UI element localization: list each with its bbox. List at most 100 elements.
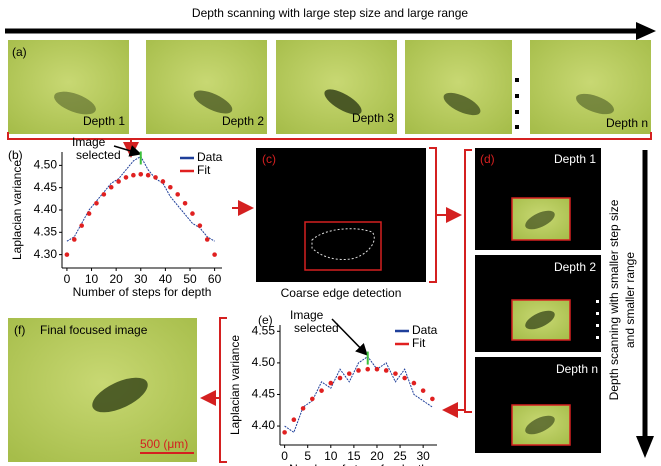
y-axis-label: Laplacian variance — [10, 160, 24, 260]
x-tick-label: 0 — [64, 272, 71, 286]
frame-label: Depth 3 — [352, 111, 394, 125]
fit-point — [102, 192, 107, 197]
x-tick-label: 60 — [208, 272, 222, 286]
fit-point — [301, 406, 306, 411]
fit-point — [319, 388, 324, 393]
fit-point — [375, 367, 380, 372]
bracket — [429, 148, 436, 282]
caption: Coarse edge detection — [281, 286, 402, 300]
y-tick-label: 4.40 — [34, 202, 58, 216]
legend-label: Data — [197, 150, 223, 164]
y-tick-label: 4.45 — [252, 387, 276, 401]
frame-label: Depth n — [556, 362, 598, 376]
data-line — [285, 357, 433, 433]
y-tick-label: 4.30 — [34, 247, 58, 261]
x-tick-label: 10 — [324, 449, 338, 463]
fit-point — [190, 211, 195, 216]
x-tick-label: 20 — [370, 449, 384, 463]
fit-point — [356, 368, 361, 373]
fit-point — [146, 173, 151, 178]
fit-point — [175, 192, 180, 197]
panel-label: (d) — [480, 152, 495, 166]
y-axis-label: Laplacian variance — [228, 335, 242, 435]
annotation: Image — [72, 135, 106, 149]
fit-point — [421, 388, 426, 393]
bracket — [465, 150, 472, 412]
side-text: and smaller range — [623, 252, 637, 348]
scale-label: 500 (μm) — [140, 437, 188, 451]
fit-point — [198, 223, 203, 228]
fit-point — [328, 381, 333, 386]
fit-point — [109, 185, 114, 190]
x-axis-label: Number of steps for depth — [289, 462, 428, 466]
fit-point — [365, 367, 370, 372]
frame-label: Depth 2 — [222, 114, 264, 128]
side-arrow-head — [636, 436, 654, 458]
fit-point — [138, 172, 143, 177]
fit-point — [168, 185, 173, 190]
fit-point — [79, 223, 84, 228]
x-tick-label: 10 — [85, 272, 99, 286]
fit-point — [116, 179, 121, 184]
fit-point — [205, 237, 210, 242]
header-text: Depth scanning with large step size and … — [192, 6, 468, 20]
panel-a: (a) Depth 1 Depth 2 Depth 3 Depth n — [8, 40, 651, 134]
fit-point — [282, 430, 287, 435]
fit-point — [65, 252, 70, 257]
y-tick-label: 4.40 — [252, 418, 276, 432]
edge-image — [256, 148, 426, 282]
annotation: selected — [76, 148, 121, 162]
y-tick-label: 4.50 — [34, 158, 58, 172]
legend-label: Fit — [197, 163, 211, 177]
annotation-arrow — [332, 319, 366, 354]
frame — [405, 40, 512, 134]
x-tick-label: 30 — [416, 449, 430, 463]
x-tick-label: 5 — [304, 449, 311, 463]
fit-point — [183, 201, 188, 206]
fit-point — [430, 397, 435, 402]
annotation: selected — [294, 321, 339, 335]
fit-point — [153, 175, 158, 180]
fit-point — [338, 376, 343, 381]
bracket — [220, 318, 227, 462]
fit-point — [72, 237, 77, 242]
fit-point — [124, 175, 129, 180]
y-tick-label: 4.50 — [252, 355, 276, 369]
legend-label: Data — [412, 323, 438, 337]
panel-title: Final focused image — [40, 323, 148, 337]
x-tick-label: 40 — [159, 272, 173, 286]
side-text: Depth scanning with smaller step size — [607, 199, 621, 400]
panel-label: (a) — [12, 45, 27, 59]
x-tick-label: 30 — [134, 272, 148, 286]
header-arrow-head — [636, 22, 656, 40]
x-tick-label: 50 — [183, 272, 197, 286]
figure: Depth scanning with large step size and … — [0, 0, 661, 466]
y-tick-label: 4.45 — [34, 180, 58, 194]
y-tick-label: 4.35 — [34, 224, 58, 238]
fit-point — [131, 173, 136, 178]
frame-label: Depth 1 — [83, 114, 125, 128]
x-axis-label: Number of steps for depth — [73, 285, 212, 299]
fit-point — [412, 381, 417, 386]
x-tick-label: 0 — [281, 449, 288, 463]
fit-point — [161, 179, 166, 184]
fit-point — [292, 417, 297, 422]
fit-point — [384, 368, 389, 373]
ellipsis — [515, 78, 519, 129]
panel-label: (f) — [14, 323, 25, 337]
x-tick-label: 15 — [347, 449, 361, 463]
panel-label: (e) — [258, 313, 273, 327]
frame-label: Depth 1 — [554, 152, 596, 166]
fit-point — [212, 252, 217, 257]
fit-point — [94, 201, 99, 206]
fit-point — [347, 371, 352, 376]
fit-point — [87, 211, 92, 216]
x-tick-label: 25 — [393, 449, 407, 463]
x-tick-label: 20 — [109, 272, 123, 286]
panel-label: (c) — [262, 152, 276, 166]
frame-label: Depth 2 — [554, 260, 596, 274]
data-line — [67, 156, 215, 241]
fit-point — [393, 371, 398, 376]
frame-label: Depth n — [606, 116, 648, 130]
fit-point — [402, 376, 407, 381]
